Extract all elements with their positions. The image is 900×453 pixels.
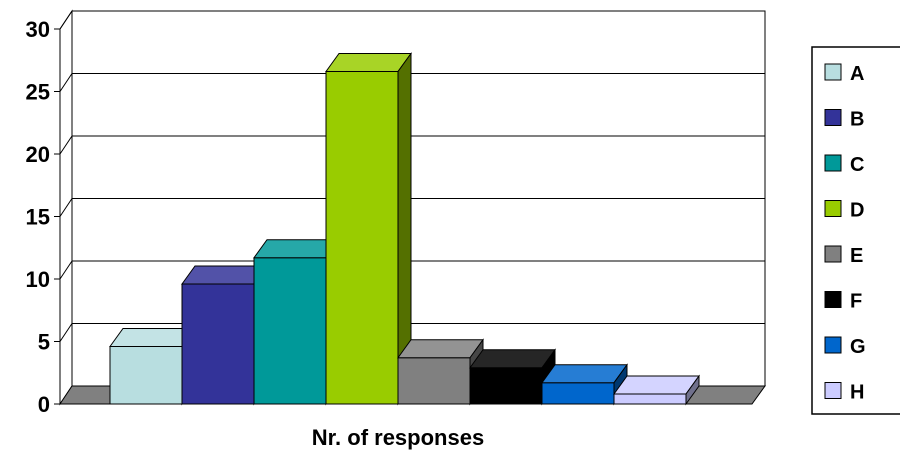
bar-top — [469, 349, 556, 369]
bar-top — [397, 339, 484, 359]
y-axis: 0 5 10 15 20 25 30 — [26, 17, 61, 417]
bar-side — [685, 374, 700, 406]
legend-label-D: D — [850, 200, 864, 222]
bar-top — [325, 53, 412, 72]
gridline — [59, 198, 765, 217]
gridline — [59, 10, 765, 30]
legend-swatch-E — [824, 245, 842, 263]
bar-F — [469, 348, 556, 406]
legend-swatch-A — [824, 63, 842, 81]
bar-front — [253, 257, 327, 405]
legend-swatch-D — [824, 200, 842, 217]
y-tick-label: 15 — [26, 205, 50, 230]
legend-label-B: B — [850, 109, 864, 131]
legend-swatch-F — [824, 291, 842, 308]
y-tick-label: 10 — [26, 267, 50, 292]
y-tick-label: 5 — [38, 330, 50, 355]
bar-H — [613, 374, 700, 406]
bar-D — [325, 51, 412, 406]
legend-swatch-H — [824, 382, 842, 399]
bar-front — [469, 367, 543, 405]
legend-swatch-C — [824, 154, 842, 172]
y-tick-label: 0 — [38, 392, 50, 417]
legend-label-H: H — [850, 382, 864, 404]
bar-front — [181, 283, 255, 405]
y-tick-label: 30 — [26, 17, 50, 42]
bar-front — [325, 71, 399, 405]
legend: A B C D E F G H — [811, 46, 900, 415]
x-axis-label: Nr. of responses — [312, 425, 484, 450]
gridline — [59, 73, 765, 92]
legend-swatch-G — [824, 336, 842, 354]
y-tick-label: 20 — [26, 142, 50, 167]
bar-top — [613, 375, 700, 395]
bar-B — [181, 264, 268, 406]
bar-front — [541, 382, 615, 405]
bar-front — [613, 393, 687, 405]
gridline — [59, 260, 765, 280]
gridline — [59, 323, 765, 342]
gridline — [59, 135, 765, 155]
legend-swatch-B — [824, 109, 842, 126]
legend-label-F: F — [850, 291, 862, 313]
bar-front — [397, 357, 471, 405]
legend-label-C: C — [850, 154, 864, 176]
y-tick-label: 25 — [26, 80, 50, 105]
legend-label-G: G — [850, 336, 866, 358]
bar-top — [541, 364, 628, 384]
legend-label-A: A — [850, 63, 864, 85]
bars-group — [109, 51, 700, 406]
legend-box — [811, 46, 900, 415]
legend-label-E: E — [850, 245, 863, 267]
bar-front — [109, 346, 183, 405]
